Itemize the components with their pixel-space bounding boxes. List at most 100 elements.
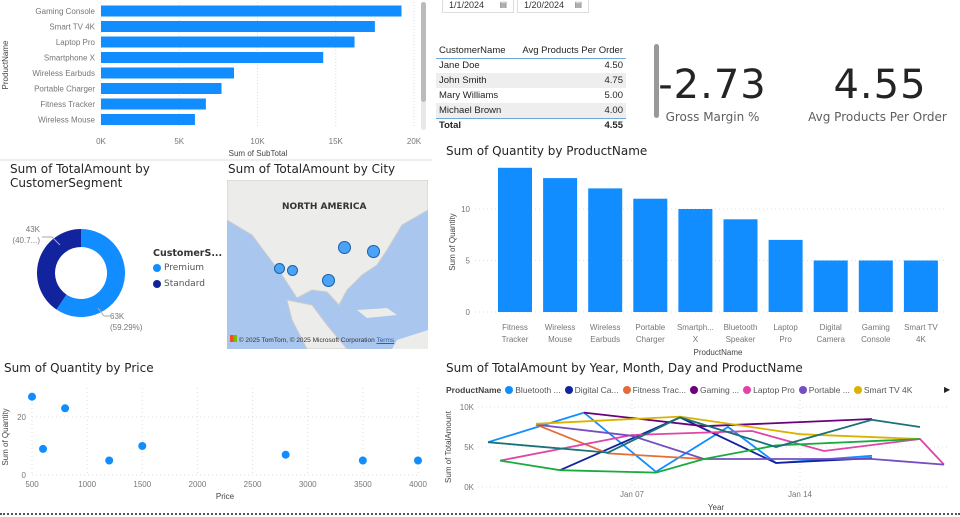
bar [101,114,195,125]
city-map[interactable]: NORTH AMERICA © 2025 TomTom, © 2025 Micr… [227,180,428,349]
x-tick-label: Tracker [502,335,529,344]
city-bubble[interactable] [338,241,352,255]
terms-link[interactable]: Terms [376,337,395,344]
avg-products-value: 5.00 [604,90,624,101]
city-bubble[interactable] [287,265,299,277]
donut-title: Sum of TotalAmount by CustomerSegment [10,162,150,190]
y-tick-label: Laptop Pro [56,38,96,47]
bar [101,36,355,48]
column-header[interactable]: Avg Products Per Order [522,44,623,56]
y-tick-label: Gaming Console [35,7,95,16]
attribution-text: © 2025 TomTom, © 2025 Microsoft Corporat… [238,337,375,344]
x-tick-label: 20K [407,137,422,146]
legend-item[interactable]: Laptop Pro [743,385,795,395]
x-tick-label: 3500 [354,480,372,489]
scrollbar-thumb[interactable] [421,2,426,102]
calendar-icon[interactable]: ▤ [574,0,582,9]
map-land [227,180,428,349]
legend-next-arrow-icon[interactable]: ▶ [944,385,951,394]
legend-dot-icon [622,386,631,394]
kpi-avg-products-label: Avg Products Per Order [808,110,947,124]
y-tick-label: Wireless Earbuds [32,69,95,78]
y-tick-label: 5 [466,257,471,266]
y-tick-label: 5K [464,443,474,452]
legend-item[interactable]: Bluetooth ... [505,385,561,395]
donut-slice-premium [56,229,126,317]
x-tick-label: X [693,335,699,344]
legend-item-standard[interactable]: Standard [153,279,222,289]
legend-dot-icon [689,386,698,394]
page-bottom-border [0,513,960,515]
quantity-column-chart: 0 5 10 Fitness Tracker Wireless Mouse Wireless E… [448,167,945,357]
legend-label: Portable ... [808,385,850,395]
line-chart-title: Sum of TotalAmount by Year, Month, Day a… [446,361,803,375]
scrollbar[interactable] [654,44,659,118]
city-bubble[interactable] [274,263,286,275]
table-row[interactable]: John Smith 4.75 [436,73,626,88]
legend-label: Laptop Pro [753,385,795,395]
x-tick-label: Speaker [726,335,756,344]
total-value: 4.55 [604,120,624,132]
table-row[interactable]: Michael Brown 4.00 [436,103,626,118]
start-date-input[interactable]: 1/1/2024 ▤ [442,0,514,13]
legend-title: CustomerS... [153,248,223,259]
scatter-point [138,442,147,450]
bar [678,209,713,312]
bar [101,67,235,79]
y-tick-label: 0 [466,308,471,317]
scatter-title: Sum of Quantity by Price [4,361,154,375]
table-row[interactable]: Jane Doe 4.50 [436,58,626,73]
customer-name: Jane Doe [439,60,480,72]
scatter-point [358,456,367,465]
legend-item[interactable]: Smart TV 4K [853,385,912,395]
legend-item[interactable]: Portable ... [798,385,850,395]
series-line [499,430,945,466]
x-tick-label: 10K [250,137,265,146]
calendar-icon[interactable]: ▤ [499,0,507,9]
legend-dot-icon [505,386,514,394]
legend-item[interactable]: Digital Ca... [564,385,619,395]
series-line [487,416,921,454]
y-tick-label: 10 [461,205,470,214]
x-tick-label: 3000 [299,480,317,489]
legend-label: Bluetooth ... [515,385,561,395]
kpi-gross-margin-value: -2.73 [658,62,767,108]
table-row[interactable]: Mary Williams 5.00 [436,88,626,103]
quantity-price-scatter: 500 1000 1500 2000 2500 3000 3500 4000 0 20 Price S… [1,388,427,501]
y-axis-title: Sum of Quantity [1,408,10,465]
legend-label: Fitness Trac... [632,385,686,395]
legend-item[interactable]: Fitness Trac... [622,385,686,395]
avg-products-value: 4.00 [604,104,624,116]
city-bubble[interactable] [322,274,336,288]
customer-segment-donut: 43K (40.7...) 63K (59.29%) [12,225,142,332]
x-tick-label: 1500 [133,480,151,489]
scatter-point [28,392,36,401]
column-header[interactable]: CustomerName [439,44,506,56]
series-line [583,411,873,428]
data-label: 63K [110,312,125,321]
bar [813,260,848,312]
bar [633,198,668,312]
scatter-point [39,444,48,453]
leader-line [42,236,61,246]
x-tick-label: Digital [820,323,842,332]
scrollbar-track[interactable] [421,2,426,130]
customer-name: John Smith [439,75,487,86]
y-axis-title: Sum of TotalAmount [444,410,453,483]
end-date-input[interactable]: 1/20/2024 ▤ [517,0,589,13]
bar [768,239,803,312]
y-tick-label: Smart TV 4K [49,23,95,32]
x-tick-label: Camera [816,335,845,344]
legend-item[interactable]: Gaming ... [689,385,739,395]
legend-label: Standard [164,279,205,289]
legend-dot-icon [153,280,161,288]
series-line [535,415,921,440]
leader-line [97,307,110,317]
legend-dot-icon [853,386,862,394]
bar [903,260,938,312]
series-line [559,416,873,472]
legend-item-premium[interactable]: Premium [153,263,222,273]
city-bubble[interactable] [367,245,381,259]
x-tick-label: 4K [916,335,926,344]
x-tick-label: Bluetooth [724,323,758,332]
